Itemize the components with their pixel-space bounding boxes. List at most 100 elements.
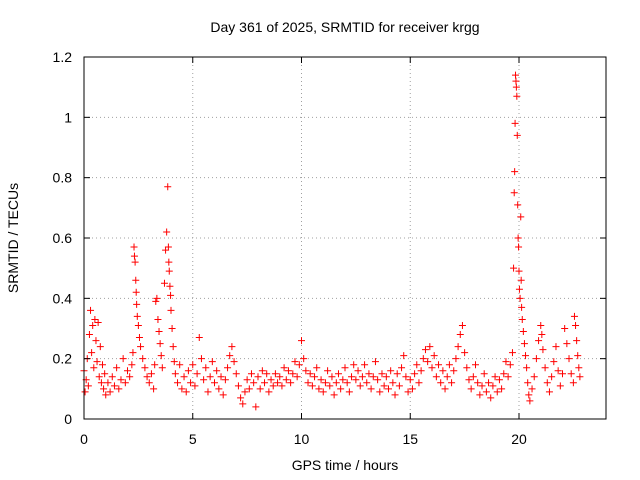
data-point [576, 373, 584, 381]
data-point [278, 382, 286, 390]
data-point [213, 367, 221, 375]
data-point [518, 315, 526, 323]
data-point [302, 367, 310, 375]
data-point [156, 340, 164, 348]
data-point [352, 376, 360, 384]
data-point [432, 373, 440, 381]
data-point [119, 355, 127, 363]
data-point [84, 382, 92, 390]
data-point [108, 373, 116, 381]
data-point [126, 373, 134, 381]
data-point [520, 340, 528, 348]
data-point [241, 388, 249, 396]
data-point [129, 349, 137, 357]
data-point [151, 361, 159, 369]
data-point [326, 382, 334, 390]
data-point [167, 306, 175, 314]
y-tick-label: 0.4 [53, 290, 73, 306]
data-point [170, 358, 178, 366]
data-point [374, 376, 382, 384]
data-point [465, 376, 473, 384]
data-point [153, 294, 161, 302]
data-point [570, 312, 578, 320]
data-point [234, 382, 242, 390]
data-point [561, 325, 569, 332]
data-point [532, 355, 540, 363]
data-point [197, 355, 205, 363]
data-point [93, 358, 101, 366]
data-point [128, 361, 136, 369]
data-point [88, 349, 96, 357]
chart-title: Day 361 of 2025, SRMTID for receiver krg… [210, 19, 479, 35]
y-tick-label: 0.6 [53, 230, 73, 246]
data-point [219, 391, 227, 399]
data-point [319, 388, 327, 396]
data-point [522, 352, 530, 360]
data-point [556, 382, 564, 390]
data-point [145, 379, 153, 387]
data-point [133, 312, 141, 320]
data-point [191, 382, 199, 390]
data-point [176, 361, 184, 369]
data-point [421, 346, 429, 354]
data-point [398, 364, 406, 372]
data-point [514, 234, 522, 242]
data-point [291, 358, 299, 366]
data-point [252, 403, 260, 411]
data-point [315, 385, 323, 393]
data-point [174, 379, 182, 387]
data-point [545, 388, 553, 396]
data-point [133, 300, 141, 308]
data-point [160, 279, 168, 287]
data-point [508, 349, 516, 357]
data-point [137, 343, 145, 351]
data-point [495, 376, 503, 384]
data-point [164, 183, 172, 191]
x-tick-label: 5 [189, 431, 197, 447]
data-point [92, 337, 100, 345]
data-point [339, 376, 347, 384]
data-point [150, 385, 158, 393]
data-point [539, 346, 547, 354]
data-point [143, 373, 151, 381]
data-point [134, 321, 142, 329]
data-point [193, 370, 201, 378]
data-point [391, 391, 399, 399]
data-point [524, 379, 532, 387]
data-point [295, 361, 303, 369]
data-point [110, 382, 118, 390]
data-point [413, 361, 421, 369]
data-point [289, 370, 297, 378]
data-point [404, 388, 412, 396]
data-point [419, 355, 427, 363]
data-point [332, 379, 340, 387]
data-point [330, 391, 338, 399]
data-point [489, 382, 497, 390]
data-point [215, 385, 223, 393]
data-point [239, 400, 247, 408]
data-point [130, 243, 138, 251]
data-point [569, 379, 577, 387]
data-point [158, 364, 166, 372]
data-point [406, 376, 414, 384]
data-point [141, 364, 149, 372]
data-point [230, 358, 238, 366]
data-point [256, 385, 264, 393]
data-point [512, 83, 520, 91]
data-point [98, 361, 106, 369]
data-point [293, 373, 301, 381]
data-point [250, 379, 258, 387]
data-point [526, 397, 534, 405]
data-point [548, 373, 556, 381]
data-point [95, 373, 103, 381]
data-point [485, 379, 493, 387]
data-point [467, 385, 475, 393]
data-point [202, 364, 210, 372]
data-point [317, 376, 325, 384]
data-point [513, 131, 521, 139]
data-point [132, 276, 140, 284]
data-point [452, 355, 460, 363]
data-point [514, 201, 522, 209]
data-point [498, 385, 506, 393]
